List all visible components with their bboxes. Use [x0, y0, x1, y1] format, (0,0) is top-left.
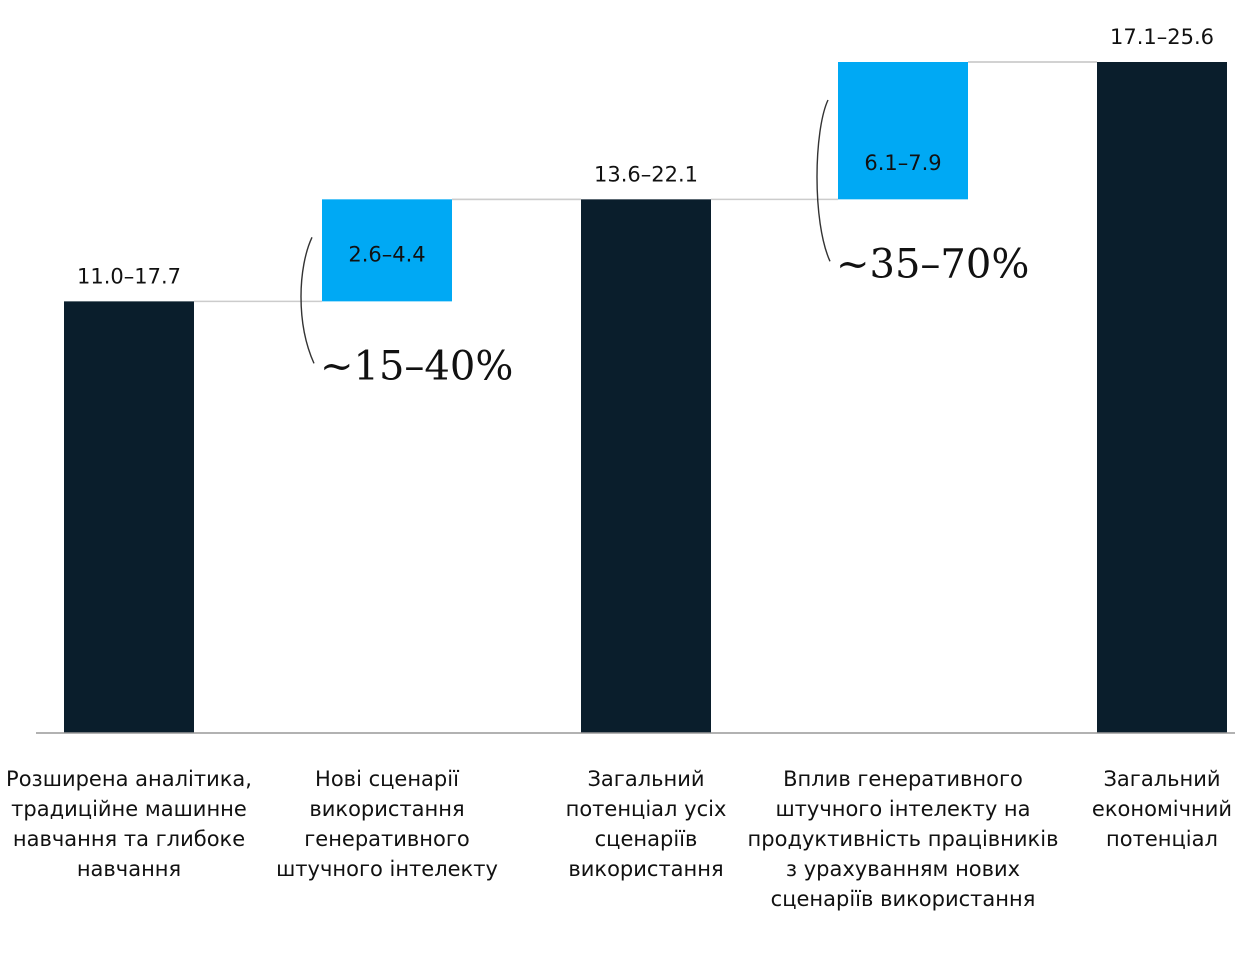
value-label-3: 6.1–7.9	[864, 151, 941, 175]
category-label-line: сценаріїв використання	[771, 887, 1036, 911]
value-label-2: 13.6–22.1	[594, 162, 698, 186]
category-label-line: використання	[309, 797, 464, 821]
total-bar-0	[64, 301, 194, 733]
total-bar-2	[581, 199, 711, 734]
category-label-line: сценаріїв	[595, 827, 698, 851]
category-label-3: Вплив генеративного штучного інтелекту на…	[748, 767, 1059, 911]
category-label-line: Вплив генеративного	[783, 767, 1023, 791]
category-label-line: з урахуванням нових	[786, 857, 1020, 881]
category-label-line: навчання та глибоке	[13, 827, 245, 851]
value-label-4: 17.1–25.6	[1110, 25, 1214, 49]
annotation-label-1: ~35–70%	[836, 241, 1029, 287]
value-label-1: 2.6–4.4	[348, 242, 425, 266]
category-label-line: Нові сценарії	[315, 767, 459, 791]
annotation-brackets	[300, 99, 831, 364]
category-label-line: навчання	[77, 857, 181, 881]
category-label-2: Загальний потенціал усіх сценаріїв використ…	[566, 767, 727, 881]
total-bar-4	[1097, 62, 1227, 733]
category-label-line: традиційне машинне	[11, 797, 247, 821]
annotation-bracket-0	[300, 237, 315, 364]
value-label-0: 11.0–17.7	[77, 264, 181, 288]
category-label-line: використання	[568, 857, 723, 881]
category-labels: Розширена аналітика, традиційне машинне на…	[6, 767, 1232, 911]
value-labels: 11.0–17.7 2.6–4.4 13.6–22.1 6.1–7.9 17.1–25.…	[77, 25, 1214, 389]
category-label-line: Розширена аналітика,	[6, 767, 252, 791]
bars-group	[64, 62, 1227, 734]
increment-bar-1	[322, 199, 452, 302]
increment-bar-3	[838, 62, 968, 200]
category-label-line: потенціал	[1106, 827, 1218, 851]
annotation-label-0: ~15–40%	[320, 343, 513, 389]
category-label-1: Нові сценарії використання генеративного шт…	[276, 767, 498, 881]
category-label-line: штучного інтелекту на	[775, 797, 1030, 821]
category-label-line: генеративного	[304, 827, 470, 851]
category-label-line: штучного інтелекту	[276, 857, 498, 881]
category-label-4: Загальний економічний потенціал	[1092, 767, 1232, 851]
category-label-line: потенціал усіх	[566, 797, 727, 821]
category-label-line: Загальний	[1103, 767, 1220, 791]
annotation-bracket-1	[816, 99, 831, 262]
category-label-0: Розширена аналітика, традиційне машинне на…	[6, 767, 252, 881]
category-label-line: Загальний	[587, 767, 704, 791]
category-label-line: продуктивність працівників	[748, 827, 1059, 851]
category-label-line: економічний	[1092, 797, 1232, 821]
